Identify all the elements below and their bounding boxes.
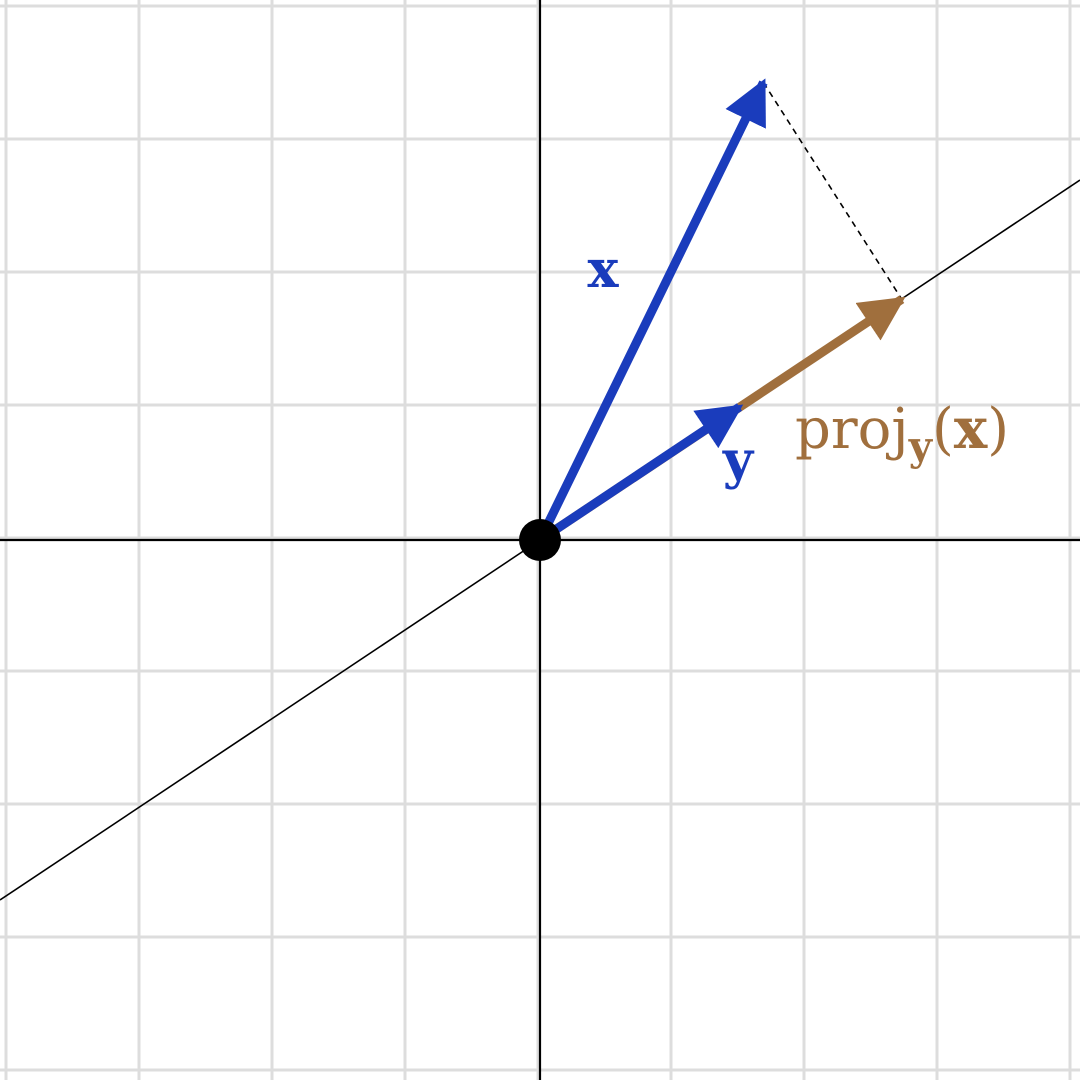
origin-point xyxy=(519,519,561,561)
projection-label-prefix: proj xyxy=(795,397,909,462)
vector-y-label: y xyxy=(722,430,755,491)
perpendicular-drop-line xyxy=(763,82,901,299)
projection-label-argument: x xyxy=(954,396,988,462)
vector-x-label: x xyxy=(587,239,619,300)
projection-label-close-paren: ) xyxy=(987,397,1009,462)
projection-label-subscript: y xyxy=(908,423,934,470)
projection-label: projy(x) xyxy=(795,396,1009,470)
projection-label-open-paren: ( xyxy=(932,397,954,462)
